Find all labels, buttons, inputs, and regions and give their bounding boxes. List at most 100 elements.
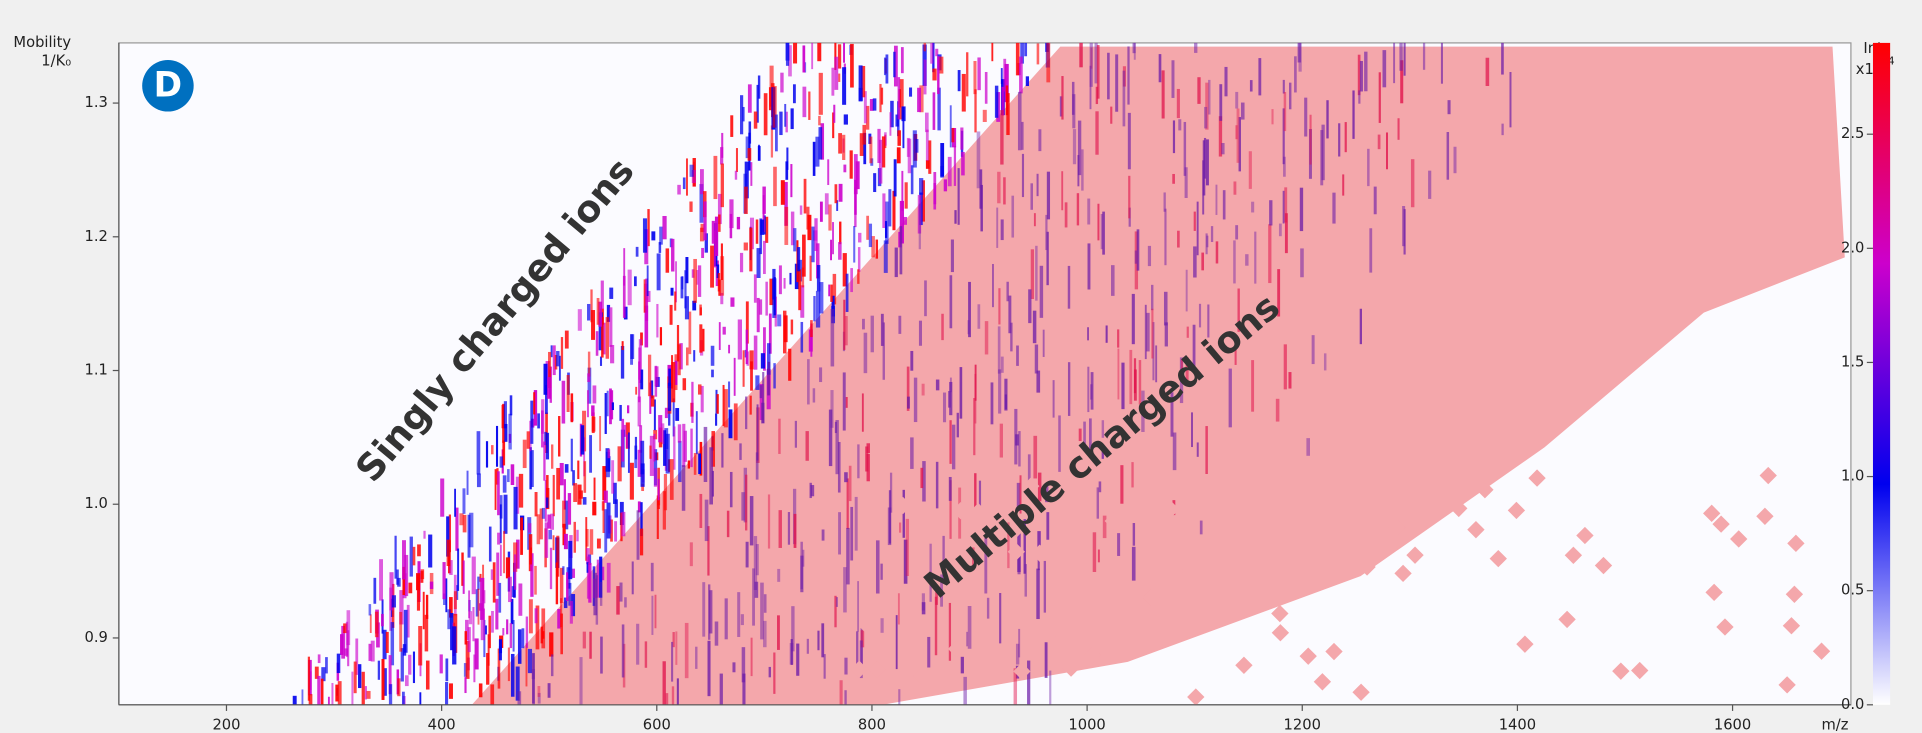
intensity-streak <box>836 597 838 607</box>
colorbar-tick-label: 1.5 <box>1841 353 1864 370</box>
intensity-streak <box>1393 42 1395 83</box>
intensity-streak <box>562 501 566 528</box>
intensity-streak <box>746 330 748 365</box>
intensity-streak <box>843 300 845 350</box>
intensity-streak <box>819 282 823 313</box>
intensity-streak <box>933 92 936 130</box>
intensity-streak <box>468 627 471 652</box>
y-axis-label: 1/K₀ <box>41 52 71 69</box>
intensity-streak <box>1300 248 1304 277</box>
x-tick-label: 800 <box>858 717 886 733</box>
intensity-streak <box>819 73 823 115</box>
intensity-streak <box>522 628 525 648</box>
intensity-streak <box>724 389 728 427</box>
intensity-streak <box>919 321 922 346</box>
intensity-streak <box>876 540 880 593</box>
intensity-streak <box>1285 213 1288 253</box>
intensity-streak <box>447 540 451 566</box>
intensity-streak <box>880 564 882 580</box>
intensity-streak <box>734 403 738 440</box>
intensity-streak <box>761 403 764 424</box>
intensity-streak <box>755 375 759 390</box>
intensity-streak <box>558 416 560 456</box>
intensity-streak <box>568 493 571 525</box>
intensity-streak <box>721 133 723 158</box>
intensity-streak <box>950 105 952 147</box>
intensity-streak <box>1087 327 1089 340</box>
intensity-streak <box>1146 313 1150 352</box>
intensity-streak <box>1010 323 1012 352</box>
intensity-streak <box>1206 139 1209 185</box>
intensity-streak <box>1171 60 1174 98</box>
intensity-streak <box>926 130 929 161</box>
intensity-streak <box>371 641 375 662</box>
intensity-streak <box>686 158 688 195</box>
intensity-streak <box>892 191 895 230</box>
intensity-streak <box>894 159 897 196</box>
intensity-streak <box>486 441 488 467</box>
intensity-streak <box>1306 438 1310 456</box>
colorbar-tick-label: 1.0 <box>1841 468 1864 485</box>
intensity-streak <box>1320 130 1323 185</box>
intensity-streak <box>651 563 654 591</box>
colorbar <box>1873 43 1890 705</box>
intensity-streak <box>844 114 848 124</box>
intensity-streak <box>847 478 849 529</box>
intensity-streak <box>1099 481 1102 492</box>
intensity-streak <box>1378 135 1381 150</box>
intensity-streak <box>557 609 560 629</box>
intensity-streak <box>793 228 796 251</box>
intensity-streak <box>846 274 849 312</box>
intensity-streak <box>566 572 568 601</box>
intensity-streak <box>958 70 961 91</box>
intensity-streak <box>589 435 592 473</box>
intensity-streak <box>666 248 670 272</box>
intensity-streak <box>910 351 913 371</box>
intensity-streak <box>508 414 511 450</box>
intensity-streak <box>1049 671 1051 707</box>
intensity-streak <box>604 491 608 503</box>
intensity-streak <box>596 575 598 624</box>
intensity-streak <box>838 44 841 68</box>
intensity-streak <box>1216 185 1218 215</box>
intensity-streak <box>961 657 964 674</box>
intensity-streak <box>885 221 887 238</box>
intensity-streak <box>939 57 943 74</box>
intensity-streak <box>901 171 903 211</box>
intensity-streak <box>844 658 847 675</box>
intensity-streak <box>1251 360 1254 412</box>
intensity-streak <box>464 677 466 693</box>
intensity-streak <box>1036 569 1039 619</box>
intensity-streak <box>514 554 516 589</box>
intensity-streak <box>513 620 515 652</box>
intensity-streak <box>609 307 612 347</box>
intensity-streak <box>975 365 977 401</box>
intensity-streak <box>1199 304 1201 328</box>
intensity-streak <box>609 288 613 299</box>
intensity-streak <box>560 463 564 485</box>
intensity-streak <box>681 276 683 289</box>
intensity-streak <box>1040 266 1043 318</box>
intensity-streak <box>1249 151 1252 189</box>
intensity-streak <box>838 133 842 153</box>
intensity-streak <box>1300 188 1303 231</box>
intensity-streak <box>813 142 816 176</box>
intensity-streak <box>647 265 649 296</box>
intensity-streak <box>454 591 457 609</box>
intensity-streak <box>713 156 717 199</box>
intensity-streak <box>901 47 904 73</box>
intensity-streak <box>514 487 518 529</box>
intensity-streak <box>850 507 853 561</box>
intensity-streak <box>828 204 831 230</box>
intensity-streak <box>838 74 840 82</box>
intensity-streak <box>662 216 666 239</box>
intensity-streak <box>853 226 855 263</box>
intensity-streak <box>932 69 936 81</box>
intensity-streak <box>562 566 564 575</box>
intensity-streak <box>691 382 693 423</box>
intensity-streak <box>825 193 829 214</box>
intensity-streak <box>565 464 569 473</box>
intensity-streak <box>1097 45 1100 99</box>
intensity-streak <box>497 533 500 545</box>
intensity-streak <box>408 655 411 675</box>
